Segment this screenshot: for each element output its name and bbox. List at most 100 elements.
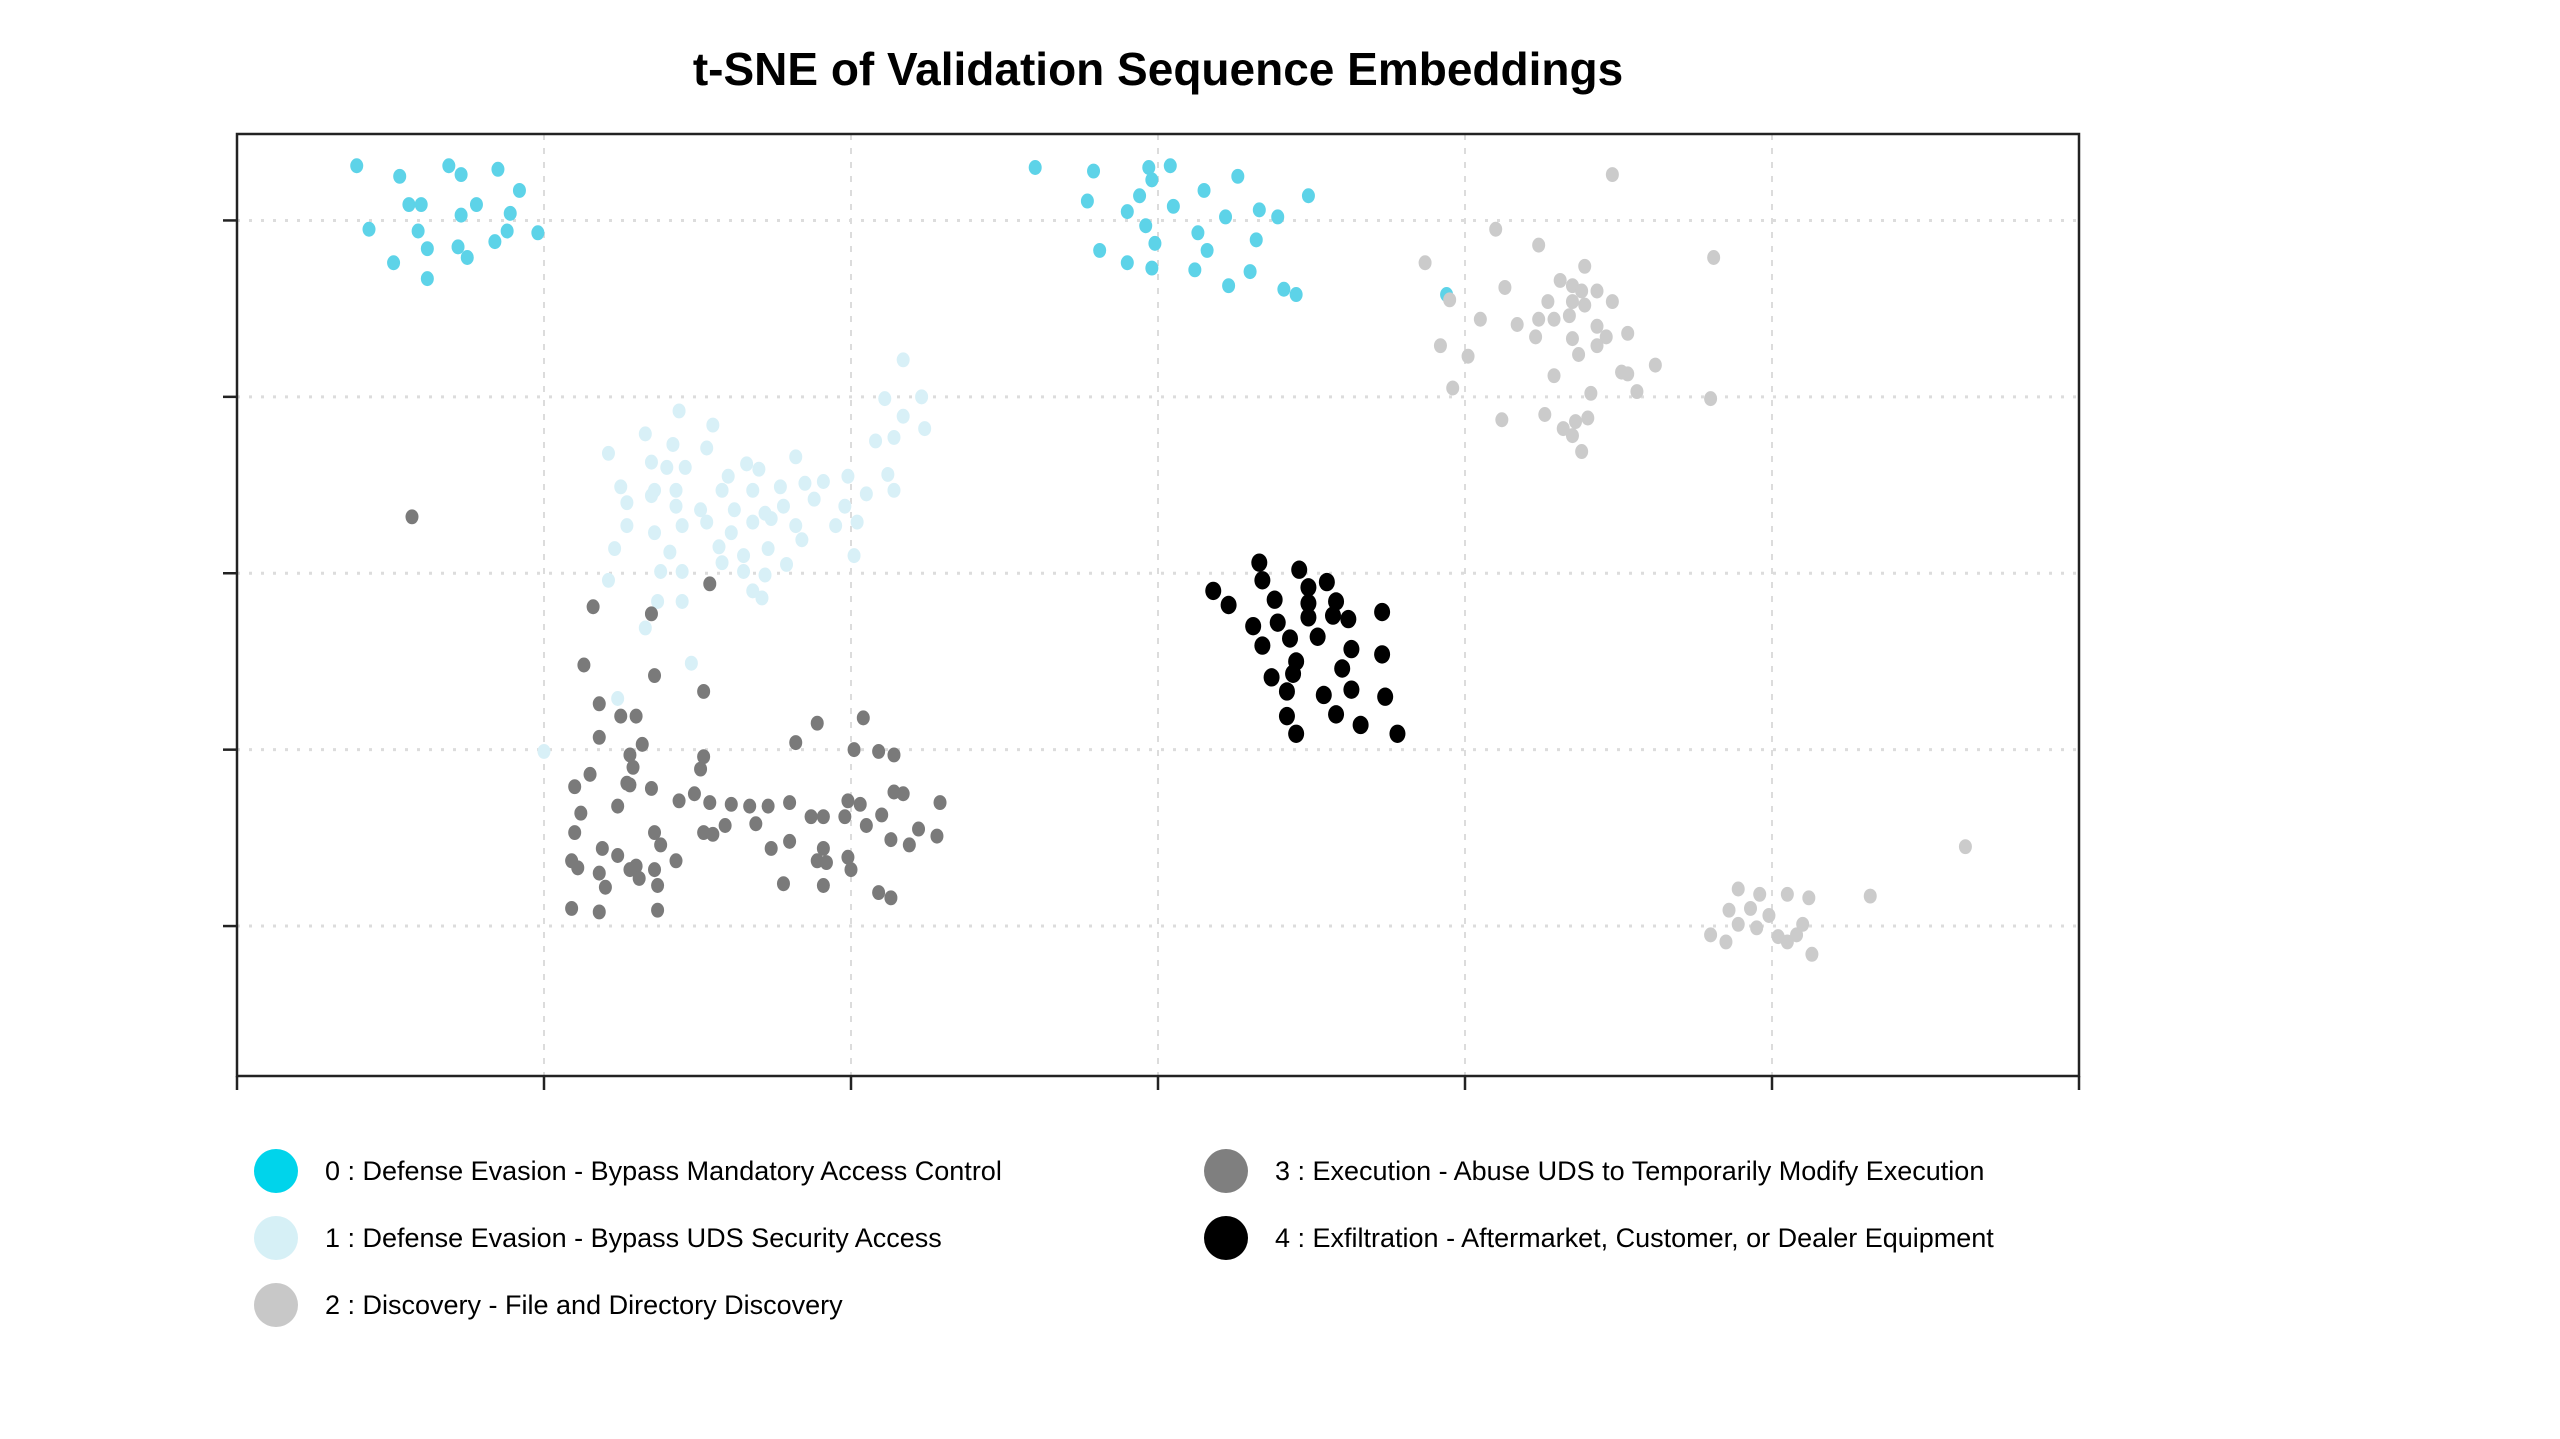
data-point [1245, 616, 1262, 636]
data-point [651, 593, 665, 609]
data-point [669, 482, 683, 498]
data-point [789, 449, 803, 465]
data-point [592, 729, 606, 745]
data-point [663, 544, 677, 560]
data-point [841, 849, 855, 865]
data-point [933, 795, 947, 811]
legend-label-4: 4 : Exfiltration - Aftermarket, Customer… [1275, 1222, 1994, 1253]
data-point [1590, 318, 1604, 334]
data-point [1581, 410, 1595, 426]
data-point [1120, 255, 1134, 271]
series-1 [537, 352, 932, 759]
data-point [592, 865, 606, 881]
data-point [1532, 237, 1546, 253]
data-point [1605, 294, 1619, 310]
data-point [629, 858, 643, 874]
data-point [678, 459, 692, 475]
data-point [454, 207, 468, 223]
data-point [350, 158, 364, 174]
data-point [1433, 338, 1447, 354]
data-point [583, 766, 597, 782]
data-point [1197, 182, 1211, 198]
data-point [1374, 645, 1391, 664]
data-point [1584, 385, 1598, 401]
data-point [601, 445, 615, 461]
axis-ticks [223, 219, 2081, 1090]
data-point [746, 514, 760, 530]
data-point [1498, 279, 1512, 295]
data-point [1565, 331, 1579, 347]
data-point [1599, 329, 1613, 345]
data-point [660, 459, 674, 475]
data-point [1093, 242, 1107, 258]
data-point [387, 255, 401, 271]
legend-item-0: 0 : Defense Evasion - Bypass Mandatory A… [254, 1146, 1002, 1196]
legend-swatch-4 [1204, 1216, 1248, 1260]
data-point [629, 708, 643, 724]
data-point [869, 433, 883, 449]
data-point [1569, 414, 1583, 430]
data-point [620, 518, 634, 534]
data-point [469, 197, 483, 213]
data-point [512, 182, 526, 198]
data-point [1166, 198, 1180, 214]
data-point [727, 502, 741, 518]
data-point [816, 840, 830, 856]
data-point [746, 482, 760, 498]
data-point [1148, 235, 1162, 251]
data-point [807, 491, 821, 507]
data-point [1704, 391, 1718, 407]
legend-swatch-3 [1204, 1149, 1248, 1193]
data-point [1133, 188, 1147, 204]
data-point [411, 223, 425, 239]
data-point [896, 352, 910, 368]
data-point [1762, 907, 1776, 923]
data-point [761, 541, 775, 557]
data-point [789, 518, 803, 534]
data-point [896, 408, 910, 424]
data-point [1271, 209, 1285, 225]
data-point [1590, 283, 1604, 299]
data-point [1142, 160, 1156, 175]
legend-item-3: 3 : Execution - Abuse UDS to Temporarily… [1204, 1146, 1984, 1196]
data-point [1309, 627, 1326, 646]
data-point [715, 482, 729, 498]
data-point [614, 708, 628, 724]
data-point [1605, 167, 1619, 183]
data-point [420, 241, 434, 257]
data-point [1243, 264, 1257, 280]
data-point [816, 809, 830, 825]
data-point [838, 498, 852, 514]
data-point [644, 488, 658, 504]
data-point [620, 495, 634, 511]
data-point [816, 878, 830, 893]
data-point [1251, 553, 1268, 572]
data-point [752, 461, 766, 477]
data-point [1300, 594, 1317, 613]
data-point [859, 818, 873, 833]
data-point [761, 798, 775, 814]
data-point [829, 518, 843, 534]
data-point [531, 225, 545, 241]
data-point [620, 775, 634, 791]
data-point [1722, 902, 1736, 918]
data-point [669, 853, 683, 869]
data-point [644, 780, 658, 796]
data-point [537, 743, 551, 759]
data-point [1621, 366, 1635, 382]
data-point [783, 833, 797, 849]
data-point [856, 710, 870, 726]
data-point [571, 860, 585, 876]
data-point [684, 655, 698, 671]
data-point [1334, 659, 1351, 678]
data-point [740, 456, 754, 472]
data-point [638, 426, 652, 442]
data-point [1958, 839, 1972, 855]
data-point [1291, 560, 1308, 579]
data-point [1285, 664, 1302, 683]
data-point [623, 747, 637, 763]
legend-label-0: 0 : Defense Evasion - Bypass Mandatory A… [325, 1155, 1002, 1186]
data-point [847, 742, 861, 758]
data-point [1731, 916, 1745, 932]
data-point [654, 564, 668, 579]
